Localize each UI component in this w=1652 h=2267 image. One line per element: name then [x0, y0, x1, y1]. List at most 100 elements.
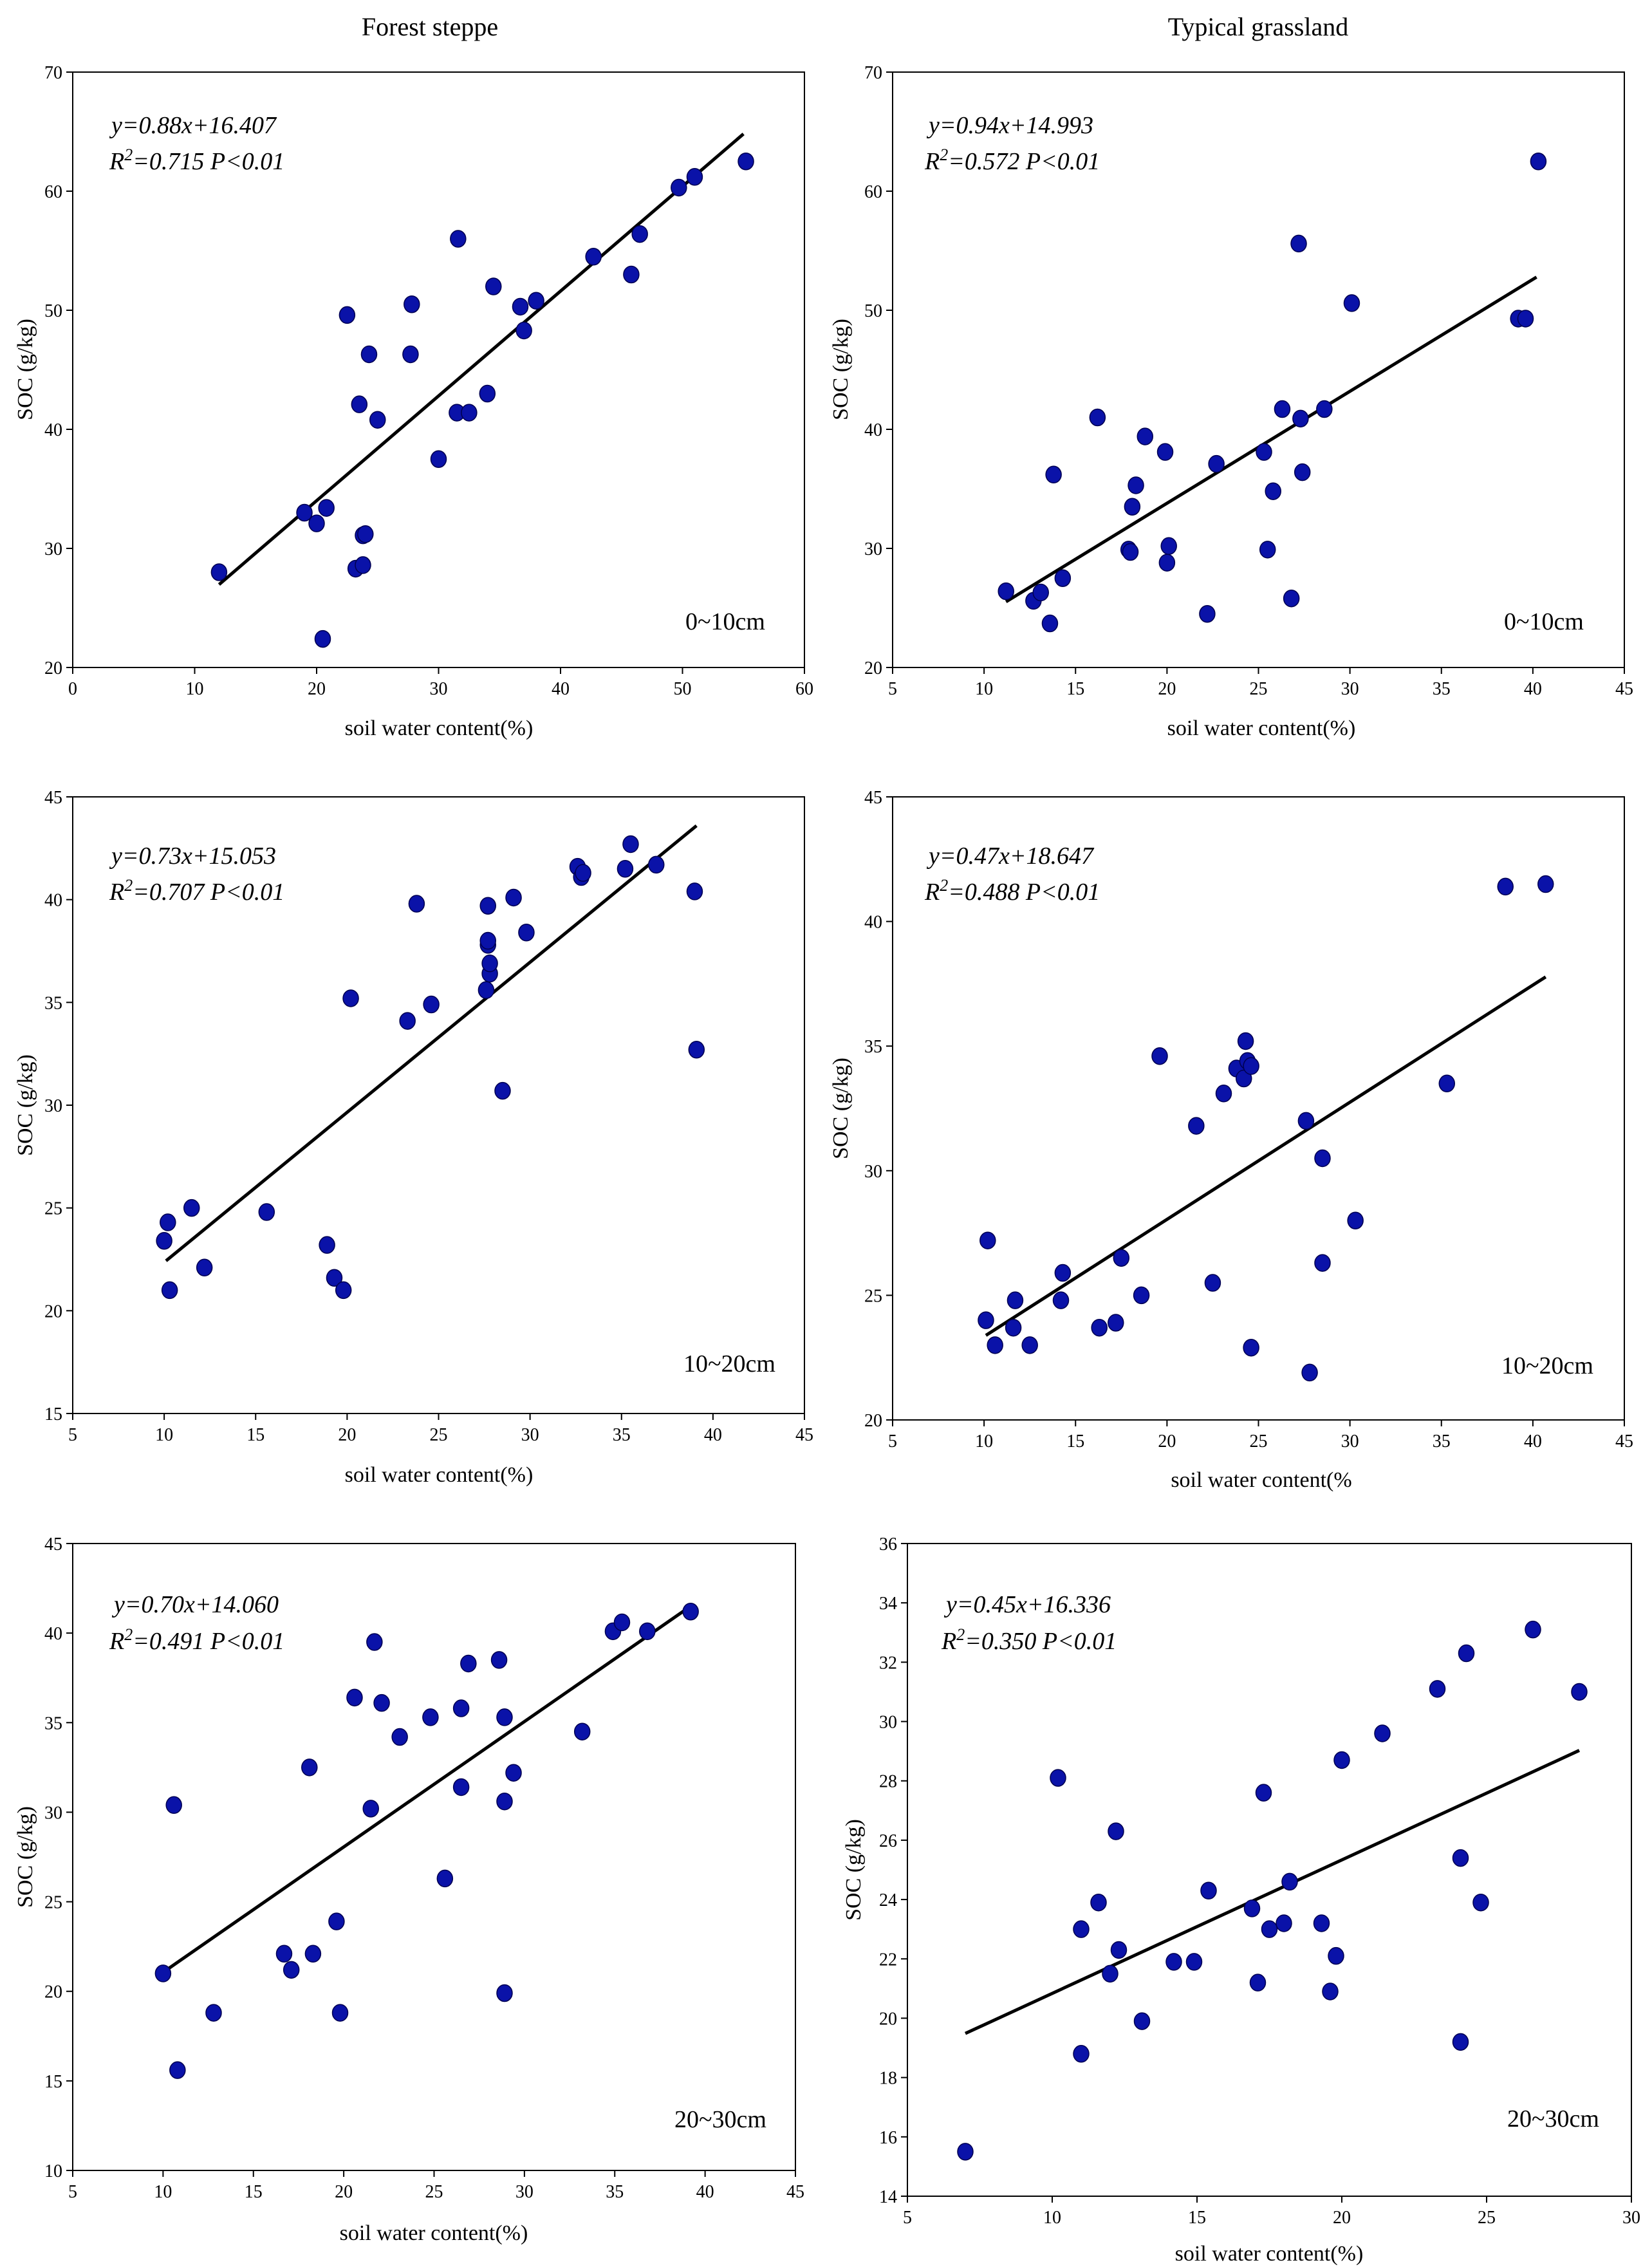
data-point — [1256, 443, 1272, 461]
y-tick-label: 30 — [864, 1162, 882, 1182]
r-squared: R2=0.488 P<0.01 — [924, 876, 1100, 906]
data-point — [156, 1232, 172, 1250]
data-point — [998, 582, 1014, 601]
data-point — [1438, 1074, 1456, 1093]
data-point — [1158, 554, 1176, 572]
data-point — [1188, 1117, 1205, 1135]
r2-value: =0.707 P<0.01 — [133, 879, 284, 906]
data-point — [331, 2004, 349, 2022]
x-tick-label: 30 — [521, 1425, 539, 1445]
data-point — [688, 1041, 705, 1059]
data-point — [490, 1651, 508, 1669]
x-tick-label: 40 — [552, 679, 570, 699]
x-tick-label: 40 — [696, 2182, 714, 2202]
data-point — [1322, 1982, 1339, 2001]
data-point — [346, 1688, 363, 1707]
data-point — [1265, 482, 1281, 500]
depth-label: 0~10cm — [685, 608, 765, 635]
data-point — [1313, 1914, 1330, 1932]
y-tick-label: 40 — [864, 913, 882, 933]
y-tick-label: 20 — [879, 2009, 897, 2029]
data-point — [1290, 234, 1307, 253]
data-point — [1007, 1291, 1024, 1309]
x-axis-label: soil water content(%) — [345, 1463, 534, 1487]
data-point — [1294, 463, 1311, 481]
y-axis-label: SOC (g/kg) — [14, 1054, 37, 1156]
data-point — [682, 1602, 699, 1621]
data-point — [1133, 1286, 1150, 1305]
x-tick-label: 5 — [903, 2208, 912, 2228]
data-point — [1243, 1057, 1259, 1075]
equation: y=0.45x+16.336 — [943, 1591, 1111, 1618]
y-axis-label: SOC (g/kg) — [14, 1806, 37, 1908]
data-point — [738, 153, 754, 171]
y-tick-label: 30 — [44, 1096, 62, 1116]
data-point — [1090, 1893, 1107, 1912]
data-point — [1374, 1724, 1391, 1742]
data-point — [1525, 1620, 1541, 1639]
data-point — [1297, 1112, 1315, 1130]
data-point — [1243, 1899, 1261, 1917]
x-axis-label: soil water content(% — [1171, 1468, 1351, 1492]
data-point — [485, 277, 502, 295]
x-tick-label: 5 — [888, 1432, 897, 1451]
y-tick-label: 35 — [44, 1713, 62, 1733]
data-point — [1458, 1644, 1475, 1663]
r2-superscript: 2 — [124, 876, 133, 895]
y-tick-label: 40 — [864, 420, 882, 440]
depth-label: 20~30cm — [674, 2106, 766, 2133]
data-point — [1276, 1914, 1292, 1932]
panel-forest-steppe-0-10cm: y=0.88x+16.407 R2=0.715 P<0.01 0~10cm so… — [14, 63, 813, 740]
x-tick-label: 35 — [606, 2182, 624, 2202]
regression-line — [165, 824, 698, 1262]
data-point — [296, 503, 313, 522]
y-tick-label: 45 — [44, 1535, 62, 1554]
data-point — [1314, 1254, 1331, 1272]
y-tick-label: 25 — [864, 1286, 882, 1306]
y-axis-label: SOC (g/kg) — [829, 319, 853, 420]
y-tick-label: 24 — [879, 1890, 897, 1910]
x-tick-label: 30 — [430, 679, 448, 699]
r2-prefix: R — [109, 1628, 124, 1655]
data-point — [369, 411, 386, 429]
x-tick-label: 25 — [1478, 2208, 1496, 2228]
y-tick-label: 20 — [44, 1301, 62, 1321]
data-point — [461, 404, 478, 422]
x-tick-label: 30 — [515, 2182, 534, 2202]
data-point — [258, 1203, 275, 1221]
r2-superscript: 2 — [124, 145, 133, 164]
x-tick-label: 45 — [1615, 679, 1633, 699]
data-point — [1261, 1920, 1278, 1938]
x-tick-label: 25 — [425, 2182, 443, 2202]
y-tick-label: 40 — [44, 420, 62, 440]
x-tick-label: 15 — [1188, 2208, 1206, 2228]
data-point — [430, 450, 447, 468]
data-point — [613, 1613, 631, 1632]
panel-typical-grassland-0-10cm: y=0.94x+14.993 R2=0.572 P<0.01 0~10cm so… — [829, 63, 1633, 740]
x-tick-label: 15 — [1066, 1432, 1084, 1451]
r2-prefix: R — [109, 148, 124, 175]
equation: y=0.94x+14.993 — [926, 112, 1093, 139]
data-point — [304, 1945, 322, 1963]
x-tick-label: 10 — [975, 1432, 993, 1451]
data-point — [1259, 541, 1276, 559]
data-point — [1137, 427, 1154, 445]
x-tick-label: 30 — [1622, 2208, 1640, 2228]
data-point — [1255, 1784, 1272, 1802]
y-tick-label: 28 — [879, 1772, 897, 1792]
x-tick-label: 50 — [674, 679, 692, 699]
r2-value: =0.350 P<0.01 — [965, 1628, 1117, 1655]
data-point — [1091, 1318, 1108, 1337]
data-point — [1108, 1822, 1124, 1840]
plot-frame — [907, 1543, 1632, 2197]
x-tick-label: 30 — [1341, 1432, 1359, 1451]
data-point — [1343, 294, 1360, 312]
data-point — [478, 981, 495, 999]
data-point — [402, 345, 419, 364]
data-point — [1204, 1274, 1221, 1292]
r2-value: =0.572 P<0.01 — [948, 148, 1100, 175]
data-point — [169, 2061, 186, 2079]
regression-line — [1005, 275, 1537, 603]
r2-value: =0.491 P<0.01 — [133, 1628, 284, 1655]
data-point — [1301, 1363, 1318, 1382]
